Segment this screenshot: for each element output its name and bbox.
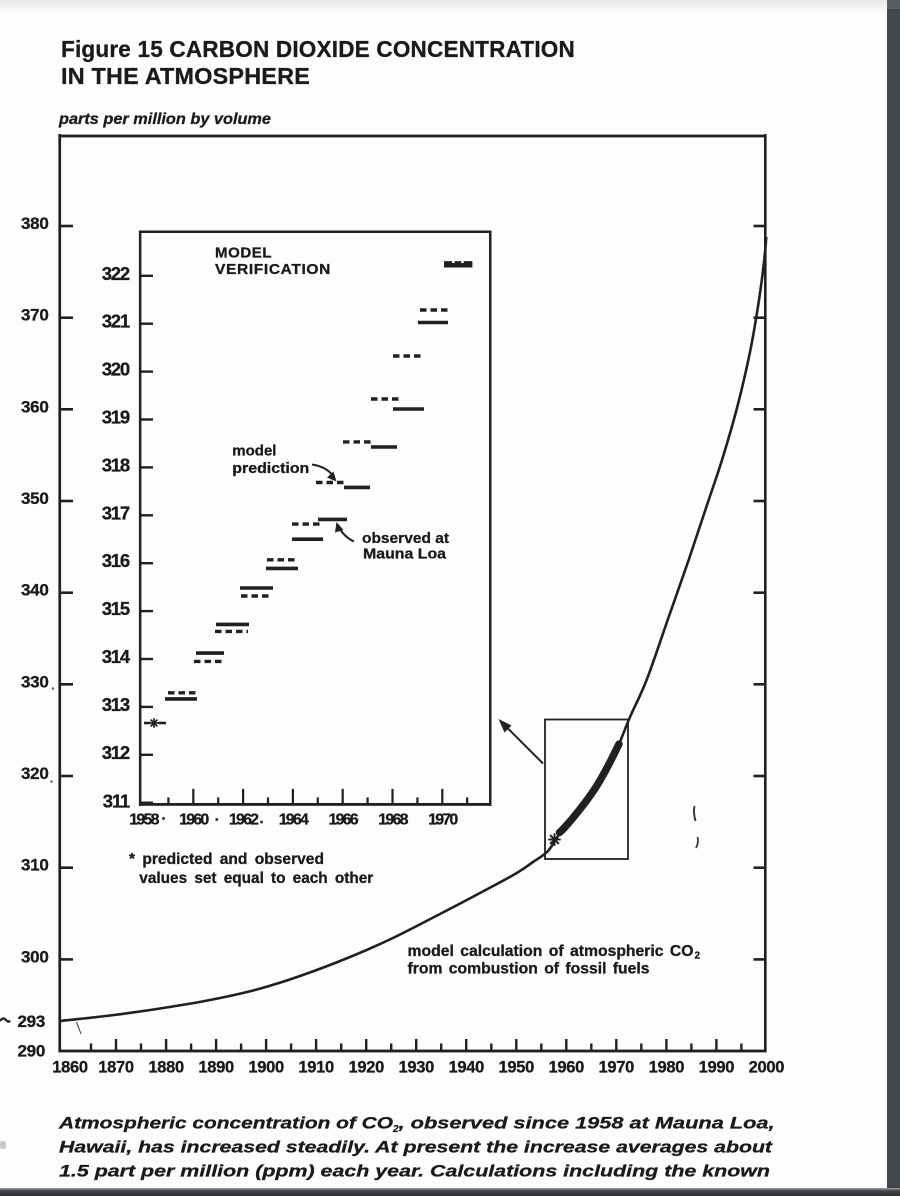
- svg-text:311: 311: [103, 791, 130, 812]
- svg-text:Hawaii, has increased steadily: Hawaii, has increased steadily. At prese…: [59, 1137, 774, 1156]
- svg-text:320: 320: [102, 359, 130, 380]
- svg-text:1960: 1960: [179, 812, 209, 829]
- svg-text:1958: 1958: [129, 812, 159, 829]
- svg-text:1860: 1860: [52, 1059, 88, 1077]
- svg-text:1970: 1970: [599, 1059, 635, 1077]
- svg-text:1966: 1966: [328, 812, 358, 829]
- svg-text:IN THE ATMOSPHERE: IN THE ATMOSPHERE: [61, 63, 310, 89]
- svg-text:1920: 1920: [348, 1059, 384, 1077]
- svg-text:1990: 1990: [699, 1059, 735, 1077]
- svg-text:Mauna Loa: Mauna Loa: [363, 546, 447, 563]
- svg-text:1970: 1970: [428, 812, 458, 829]
- svg-text:model: model: [232, 442, 276, 459]
- svg-text:319: 319: [102, 407, 130, 428]
- svg-text:350: 350: [21, 489, 48, 508]
- svg-text:1968: 1968: [378, 812, 408, 829]
- svg-text:prediction: prediction: [232, 460, 309, 477]
- svg-text:1964: 1964: [279, 812, 309, 829]
- svg-text:322: 322: [102, 263, 130, 284]
- svg-text:317: 317: [102, 502, 130, 523]
- svg-text:1900: 1900: [248, 1059, 284, 1077]
- svg-text:2000: 2000: [749, 1059, 785, 1077]
- svg-text:315: 315: [102, 598, 130, 619]
- svg-text:1890: 1890: [198, 1059, 234, 1077]
- svg-text:380: 380: [21, 214, 48, 233]
- svg-text:314: 314: [102, 646, 131, 667]
- svg-text:321: 321: [102, 311, 130, 332]
- svg-text:model calculation of atmospher: model calculation of atmospheric CO: [408, 943, 694, 960]
- svg-text:1950: 1950: [499, 1059, 535, 1077]
- svg-text:Figure 15 CARBON DIOXIDE CONCE: Figure 15 CARBON DIOXIDE CONCENTRATION: [61, 36, 575, 62]
- svg-text:1910: 1910: [298, 1059, 334, 1077]
- svg-text:1962: 1962: [229, 812, 259, 829]
- svg-text:MODEL: MODEL: [215, 245, 272, 262]
- svg-text:1.5 part per million (ppm) eac: 1.5 part per million (ppm) each year. Ca…: [59, 1161, 770, 1180]
- svg-text:290: 290: [18, 1042, 45, 1061]
- svg-text:1930: 1930: [398, 1059, 434, 1077]
- svg-text:316: 316: [102, 550, 130, 571]
- svg-text:Atmospheric concentration of C: Atmospheric concentration of CO2, observ…: [58, 1114, 775, 1136]
- svg-text:318: 318: [102, 454, 130, 475]
- svg-text:310: 310: [21, 856, 48, 875]
- svg-text:360: 360: [21, 397, 48, 416]
- svg-text:312: 312: [102, 742, 130, 763]
- svg-text:from combustion of fossil fuel: from combustion of fossil fuels: [408, 961, 650, 978]
- svg-text:observed at: observed at: [362, 530, 449, 547]
- svg-text:parts per million by volume: parts per million by volume: [58, 111, 271, 128]
- svg-text:370: 370: [21, 306, 48, 325]
- svg-text:1880: 1880: [148, 1059, 184, 1077]
- svg-text:320: 320: [21, 764, 48, 783]
- svg-text:1980: 1980: [649, 1059, 685, 1077]
- svg-text:340: 340: [21, 581, 48, 600]
- svg-text:1940: 1940: [448, 1059, 484, 1077]
- svg-text:2: 2: [695, 951, 701, 962]
- svg-text:1870: 1870: [98, 1059, 134, 1077]
- svg-text:293: 293: [18, 1012, 45, 1031]
- svg-text:* predicted and observed: * predicted and observed: [129, 851, 324, 868]
- svg-text:1960: 1960: [549, 1059, 585, 1077]
- svg-text:300: 300: [21, 947, 48, 966]
- svg-text:VERIFICATION: VERIFICATION: [215, 261, 331, 278]
- svg-text:313: 313: [102, 694, 130, 715]
- svg-text:330: 330: [21, 672, 48, 691]
- svg-text:values set equal to each other: values set equal to each other: [139, 870, 373, 887]
